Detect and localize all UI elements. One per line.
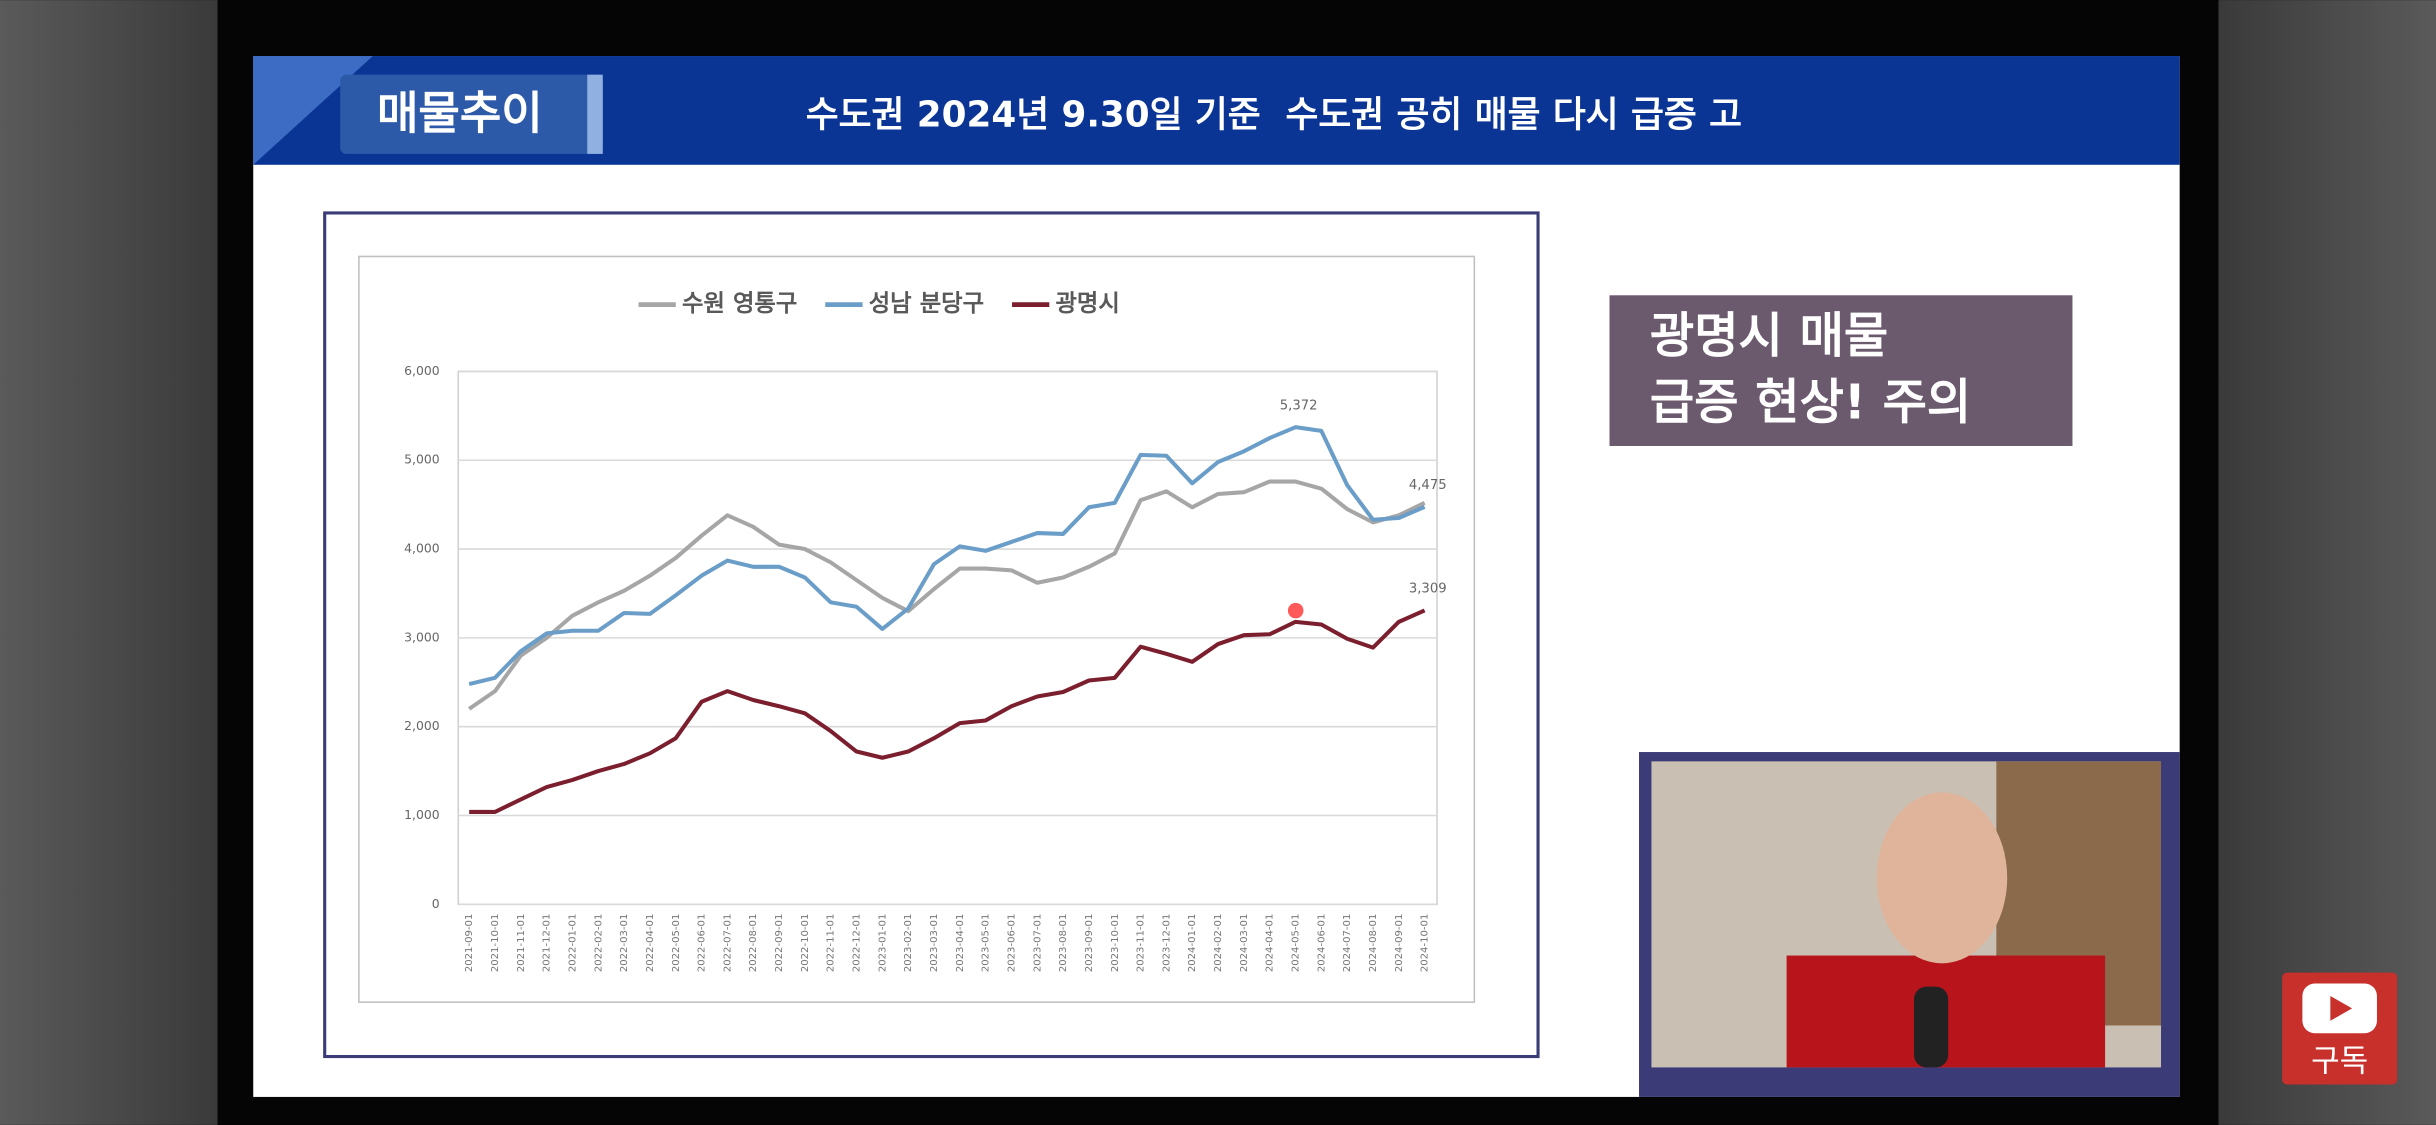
- x-tick-label: 2022-08-01: [748, 914, 759, 973]
- x-tick-label: 2024-02-01: [1213, 914, 1224, 973]
- x-tick-label: 2023-04-01: [955, 914, 966, 973]
- x-tick-label: 2024-05-01: [1291, 914, 1302, 973]
- cursor-dot: [1287, 602, 1304, 619]
- x-tick-label: 2023-07-01: [1032, 914, 1043, 973]
- subscribe-play: [2330, 995, 2353, 1021]
- x-tick-label: 2024-03-01: [1239, 914, 1250, 973]
- x-tick-label: 2024-09-01: [1394, 914, 1405, 973]
- x-tick-label: 2024-04-01: [1265, 914, 1276, 973]
- y-tick-label: 3,000: [404, 629, 440, 644]
- x-tick-label: 2022-07-01: [722, 914, 733, 973]
- legend-label: 광명시: [1056, 290, 1120, 317]
- x-tick-label: 2023-05-01: [981, 914, 992, 973]
- x-tick-label: 2022-10-01: [800, 914, 811, 973]
- x-tick-label: 2023-11-01: [1136, 914, 1147, 973]
- webcam-mic: [1914, 986, 1949, 1068]
- series-line: [469, 608, 1426, 814]
- x-tick-label: 2023-09-01: [1084, 914, 1095, 973]
- value-label: 4,475: [1409, 478, 1447, 493]
- x-tick-label: 2023-03-01: [929, 914, 940, 973]
- x-tick-label: 2022-02-01: [593, 914, 604, 973]
- x-tick-label: 2024-01-01: [1187, 914, 1198, 973]
- callout-line: 광명시 매물: [1650, 308, 1888, 364]
- y-tick-label: 6,000: [404, 363, 440, 378]
- header-tag-edge: [587, 74, 603, 154]
- y-tick-label: 4,000: [404, 541, 440, 556]
- y-tick-label: 5,000: [404, 452, 440, 467]
- x-tick-label: 2022-11-01: [826, 914, 837, 973]
- x-tick-label: 2024-08-01: [1368, 914, 1379, 973]
- x-tick-label: 2022-03-01: [619, 914, 630, 973]
- x-tick-label: 2022-01-01: [567, 914, 578, 973]
- chart-box: [358, 255, 1476, 1003]
- y-tick-label: 0: [432, 896, 440, 911]
- x-tick-label: 2024-10-01: [1420, 914, 1431, 973]
- x-tick-label: 2022-04-01: [645, 914, 656, 973]
- value-label: 3,309: [1409, 582, 1447, 597]
- x-tick-label: 2023-10-01: [1110, 914, 1121, 973]
- series-line: [468, 425, 1426, 686]
- x-tick-label: 2023-02-01: [903, 914, 914, 973]
- x-tick-label: 2024-07-01: [1342, 914, 1353, 973]
- x-tick-label: 2022-09-01: [774, 914, 785, 973]
- y-tick-label: 1,000: [404, 807, 440, 822]
- value-label: 5,372: [1280, 398, 1318, 413]
- x-tick-label: 2021-10-01: [490, 914, 501, 973]
- callout-line: 급증 현상! 주의: [1650, 375, 1971, 431]
- x-tick-label: 2021-12-01: [542, 914, 553, 973]
- series-line: [468, 479, 1426, 711]
- x-tick-label: 2021-09-01: [464, 914, 475, 973]
- legend-label: 수원 영통구: [682, 290, 797, 317]
- x-tick-label: 2024-06-01: [1316, 914, 1327, 973]
- side-left: [0, 0, 218, 1125]
- subscribe-label: 구독: [2311, 1044, 2368, 1080]
- header-tag: 매물추이: [377, 87, 543, 140]
- header-title: 수도권 2024년 9.30일 기준 수도권 공히 매물 다시 급증 고: [806, 95, 1742, 136]
- x-tick-label: 2023-06-01: [1006, 914, 1017, 973]
- x-tick-label: 2022-12-01: [852, 914, 863, 973]
- y-tick-label: 2,000: [404, 718, 440, 733]
- x-tick-label: 2022-05-01: [671, 914, 682, 973]
- x-tick-label: 2021-11-01: [516, 914, 527, 973]
- webcam-person-head: [1876, 792, 2008, 964]
- side-right: [2218, 0, 2436, 1125]
- x-tick-label: 2023-01-01: [877, 914, 888, 973]
- x-tick-label: 2022-06-01: [697, 914, 708, 973]
- x-tick-label: 2023-12-01: [1161, 914, 1172, 973]
- callout-box: [1609, 295, 2073, 446]
- header-tag-box: [340, 74, 603, 154]
- x-tick-label: 2023-08-01: [1058, 914, 1069, 973]
- legend-label: 성남 분당구: [869, 290, 984, 317]
